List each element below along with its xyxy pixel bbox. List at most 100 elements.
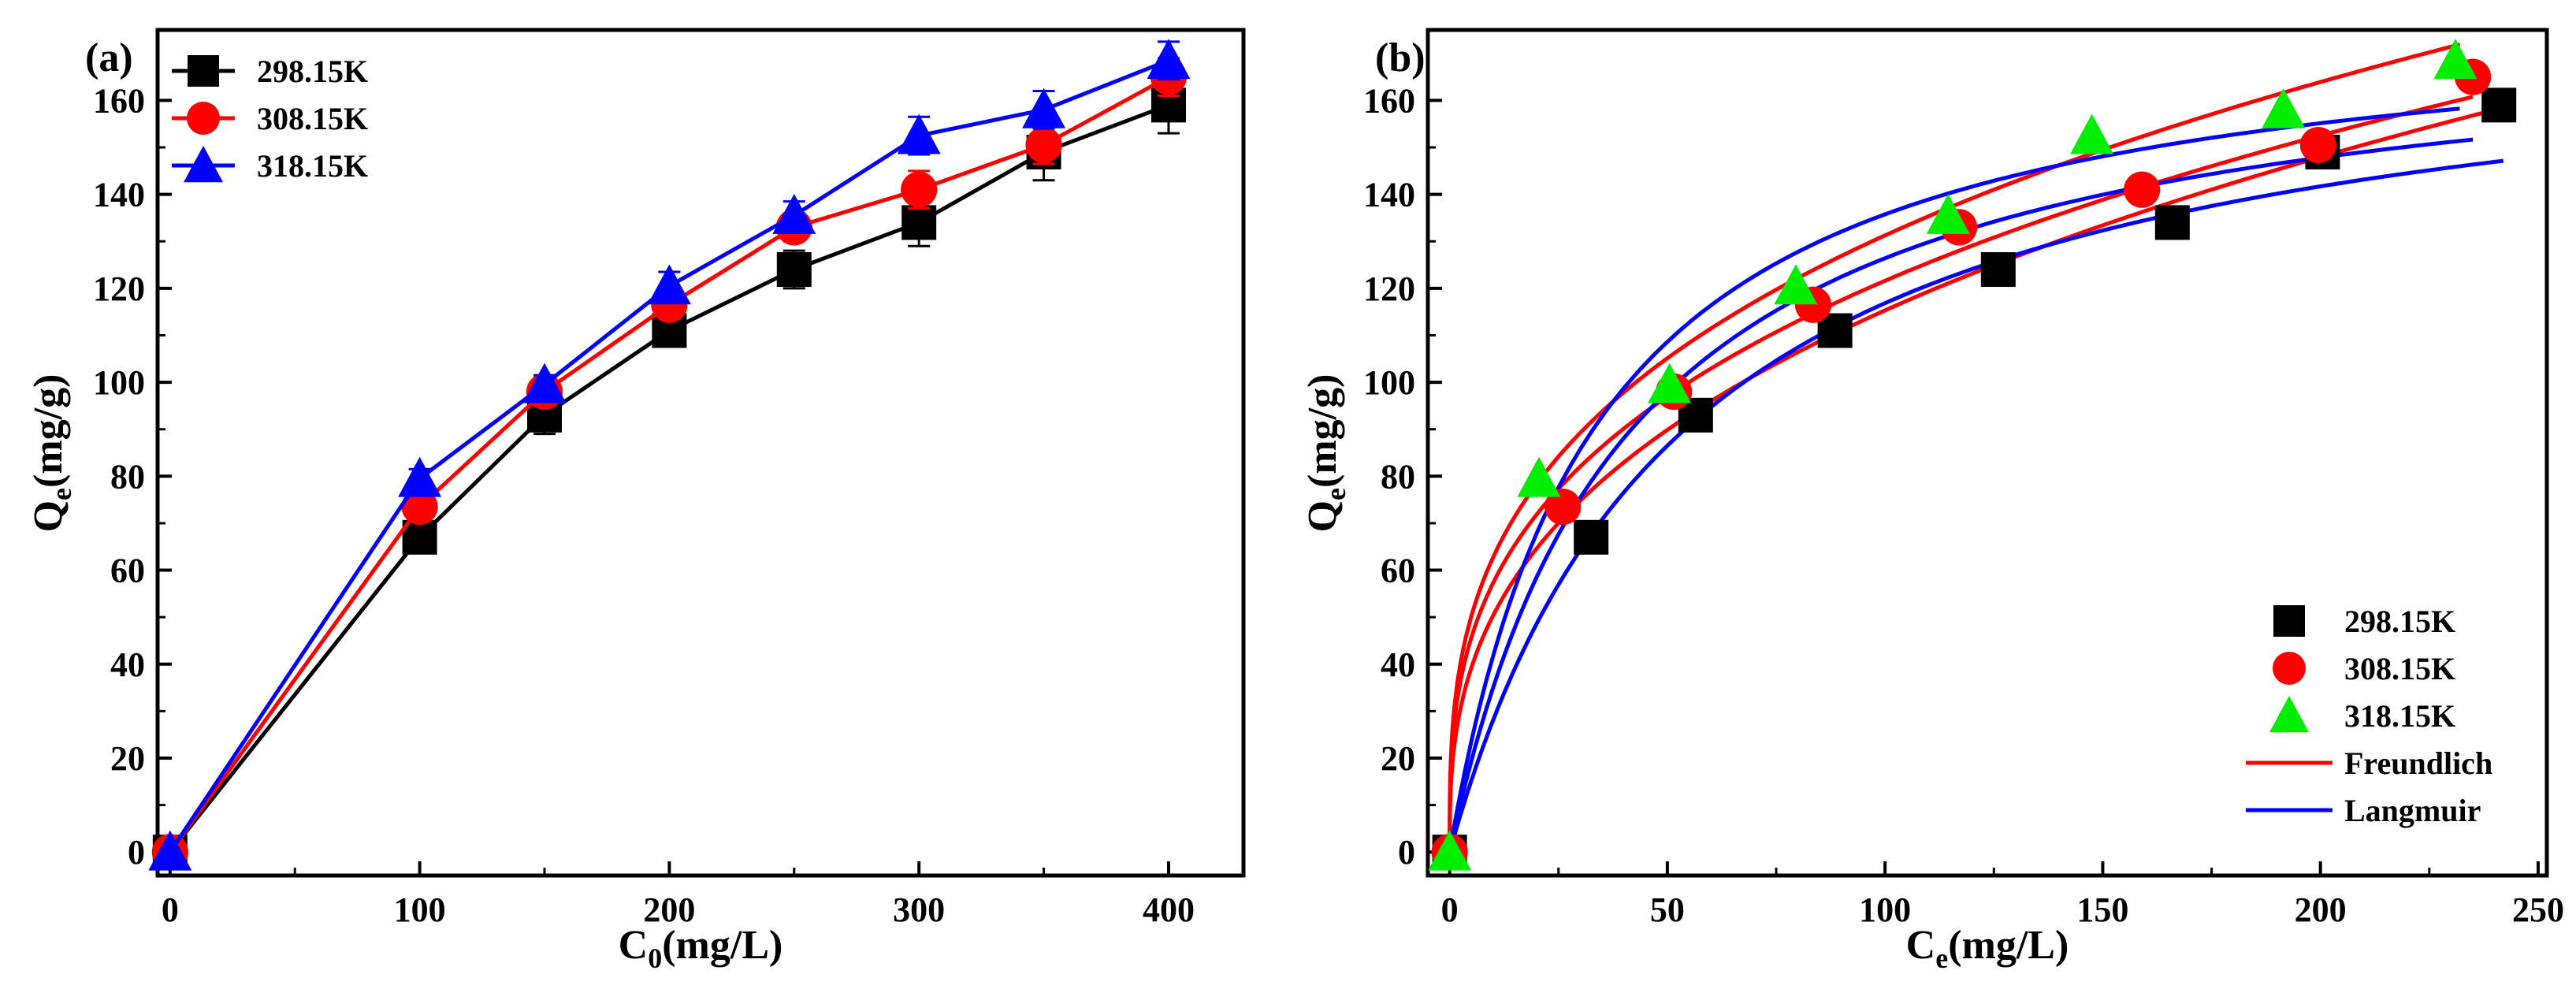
panel-a-legend-marker xyxy=(184,146,223,183)
panel-b-chart: (b) 0 50 100 150 200 250 0 20 40 60 80 100 120 140 160… xyxy=(1300,28,2564,974)
panel-b-y-tick-label: 40 xyxy=(1381,645,1415,684)
panel-b-legend-label: 318.15K xyxy=(2344,698,2455,734)
panel-a-y-tick-label: 40 xyxy=(110,645,145,684)
panel-b-x-tick-label: 0 xyxy=(1441,890,1459,929)
panel-a-legend-label: 318.15K xyxy=(257,148,368,184)
panel-a-data-point xyxy=(647,264,691,305)
panel-b-data-point xyxy=(1544,488,1582,526)
panel-b-legend-label: Freundlich xyxy=(2344,745,2492,781)
panel-a-ticks: 0 100 200 300 400 0 20 40 60 80 100 120 140 160 xyxy=(93,81,1195,929)
panel-a-data-point xyxy=(901,205,937,240)
panel-a-series xyxy=(148,39,1191,871)
panel-b-data-point xyxy=(1517,456,1561,497)
panel-b-y-tick-label: 0 xyxy=(1398,833,1415,872)
panel-a-data-point xyxy=(1025,126,1062,164)
panel-a-legend-label: 298.15K xyxy=(257,54,368,89)
panel-b-freundlich-fit-curve-2 xyxy=(1448,95,2474,853)
panel-b-legend-label: 298.15K xyxy=(2344,604,2455,639)
panel-b-legend-marker xyxy=(2273,605,2305,637)
panel-a-x-tick-label: 200 xyxy=(643,890,695,929)
panel-b-freundlich-fit-curve-3 xyxy=(1448,42,2461,853)
panel-b-legend-marker xyxy=(2273,652,2306,685)
panel-a-series-298.15K xyxy=(152,76,1186,870)
panel-a-line-298.15K xyxy=(168,103,1169,853)
panel-b-data-point xyxy=(2124,171,2161,208)
panel-b-x-tick-label: 150 xyxy=(2076,890,2128,929)
panel-b-freundlich-fit-curve-1 xyxy=(1448,106,2504,853)
panel-b-x-tick-label: 100 xyxy=(1859,890,1911,929)
panel-a-x-tick-label: 100 xyxy=(394,890,446,929)
panel-a-y-tick-label: 100 xyxy=(93,363,145,402)
panel-a-line-308.15K xyxy=(168,75,1170,853)
panel-a-data-point xyxy=(148,830,192,871)
panel-a-data-point xyxy=(776,252,812,288)
panel-b-legend-label: Langmuir xyxy=(2344,793,2481,828)
panel-b-y-tick-label: 120 xyxy=(1363,270,1415,308)
panel-b-data-point xyxy=(2481,87,2517,123)
panel-a-series-318.15K xyxy=(148,39,1191,871)
panel-a-y-tick-label: 60 xyxy=(110,552,145,590)
panel-a-data-point xyxy=(398,456,442,497)
panel-a-chart: (a) 0 100 200 300 400 0 20 40 60 80 100 120 140 160 2… xyxy=(26,28,1246,974)
panel-a-legend-marker xyxy=(188,55,219,87)
panel-a-y-tick-label: 80 xyxy=(110,457,145,496)
panel-b-data-point xyxy=(2299,126,2337,164)
panel-a-line-318.15K xyxy=(168,58,1169,853)
panel-b-x-tick-label: 200 xyxy=(2295,890,2347,929)
panel-b-data-point xyxy=(1648,363,1692,403)
panel-a-y-tick-label: 120 xyxy=(93,270,145,308)
panel-a-legend-marker xyxy=(187,102,220,135)
panel-a-label: (a) xyxy=(85,35,133,80)
panel-a-y-tick-label: 0 xyxy=(128,833,145,872)
panel-a-legend: 298.15K 308.15K 318.15K xyxy=(172,54,368,184)
panel-b-plot-frame xyxy=(1426,28,2549,878)
panel-b-langmuir-fit-curve-2 xyxy=(1448,137,2474,853)
panel-a-x-tick-label: 300 xyxy=(893,890,945,929)
panel-a-plot-frame xyxy=(155,28,1246,878)
panel-b-data-point xyxy=(2262,87,2306,128)
panel-a-y-tick-label: 20 xyxy=(110,739,145,778)
panel-a-data-point xyxy=(1022,87,1066,128)
panel-b-x-axis-label: Ce(mg/L) xyxy=(1906,923,2069,974)
panel-a-x-axis-label: C0(mg/L) xyxy=(619,923,783,974)
panel-a-legend-label: 308.15K xyxy=(257,101,368,136)
panel-b-data-point xyxy=(2154,205,2190,240)
panel-b-y-tick-label: 100 xyxy=(1363,363,1415,402)
panel-a-y-tick-label: 160 xyxy=(93,81,145,120)
panel-b-y-tick-label: 80 xyxy=(1381,457,1415,496)
panel-b-data-point xyxy=(1574,519,1609,555)
panel-b-data-point xyxy=(2433,39,2477,80)
panel-b-y-axis-label: Qe(mg/g) xyxy=(1300,374,1351,533)
panel-b-data-point xyxy=(1428,830,1472,871)
panel-a-data-point xyxy=(897,113,941,154)
panel-b-ticks: 0 50 100 150 200 250 0 20 40 60 80 100 120 140 160 xyxy=(1363,81,2564,929)
panel-a-data-point xyxy=(901,171,938,208)
panel-a-data-point xyxy=(401,488,438,526)
panel-b-y-tick-label: 160 xyxy=(1363,81,1415,120)
panel-b-series-318.15K xyxy=(1428,39,2477,871)
panel-a-y-tick-label: 140 xyxy=(93,176,145,214)
panel-a-data-point xyxy=(1147,39,1191,80)
panel-b-data-point xyxy=(1926,193,1970,234)
panel-a-y-axis-label: Qe(mg/g) xyxy=(26,374,77,533)
panel-a-data-point xyxy=(522,363,567,403)
panel-a-x-tick-label: 0 xyxy=(162,890,179,929)
panel-b-y-tick-label: 20 xyxy=(1381,739,1415,778)
panel-b-y-tick-label: 140 xyxy=(1363,176,1415,214)
panel-b-label: (b) xyxy=(1375,35,1426,80)
panel-b-x-tick-label: 50 xyxy=(1650,890,1685,929)
panel-a-data-point xyxy=(772,193,816,234)
panel-b-data-point xyxy=(1774,264,1818,305)
panel-b-data-point xyxy=(1980,252,2016,288)
panel-b-x-tick-label: 250 xyxy=(2512,890,2564,929)
panel-b-y-tick-label: 60 xyxy=(1381,552,1415,590)
panel-b-legend-marker xyxy=(2269,696,2309,733)
panel-b-langmuir-fit-curve-1 xyxy=(1448,158,2504,853)
panel-b-langmuir-fit-curve-3 xyxy=(1448,106,2460,853)
panel-b-legend-label: 308.15K xyxy=(2344,651,2455,686)
panel-a-x-tick-label: 400 xyxy=(1143,890,1195,929)
panel-b-data-point xyxy=(2070,113,2114,154)
panel-b-legend: 298.15K 308.15K 318.15K Freundlich Langmuir xyxy=(2246,604,2492,828)
panel-b-series-308.15K xyxy=(1431,58,2492,871)
